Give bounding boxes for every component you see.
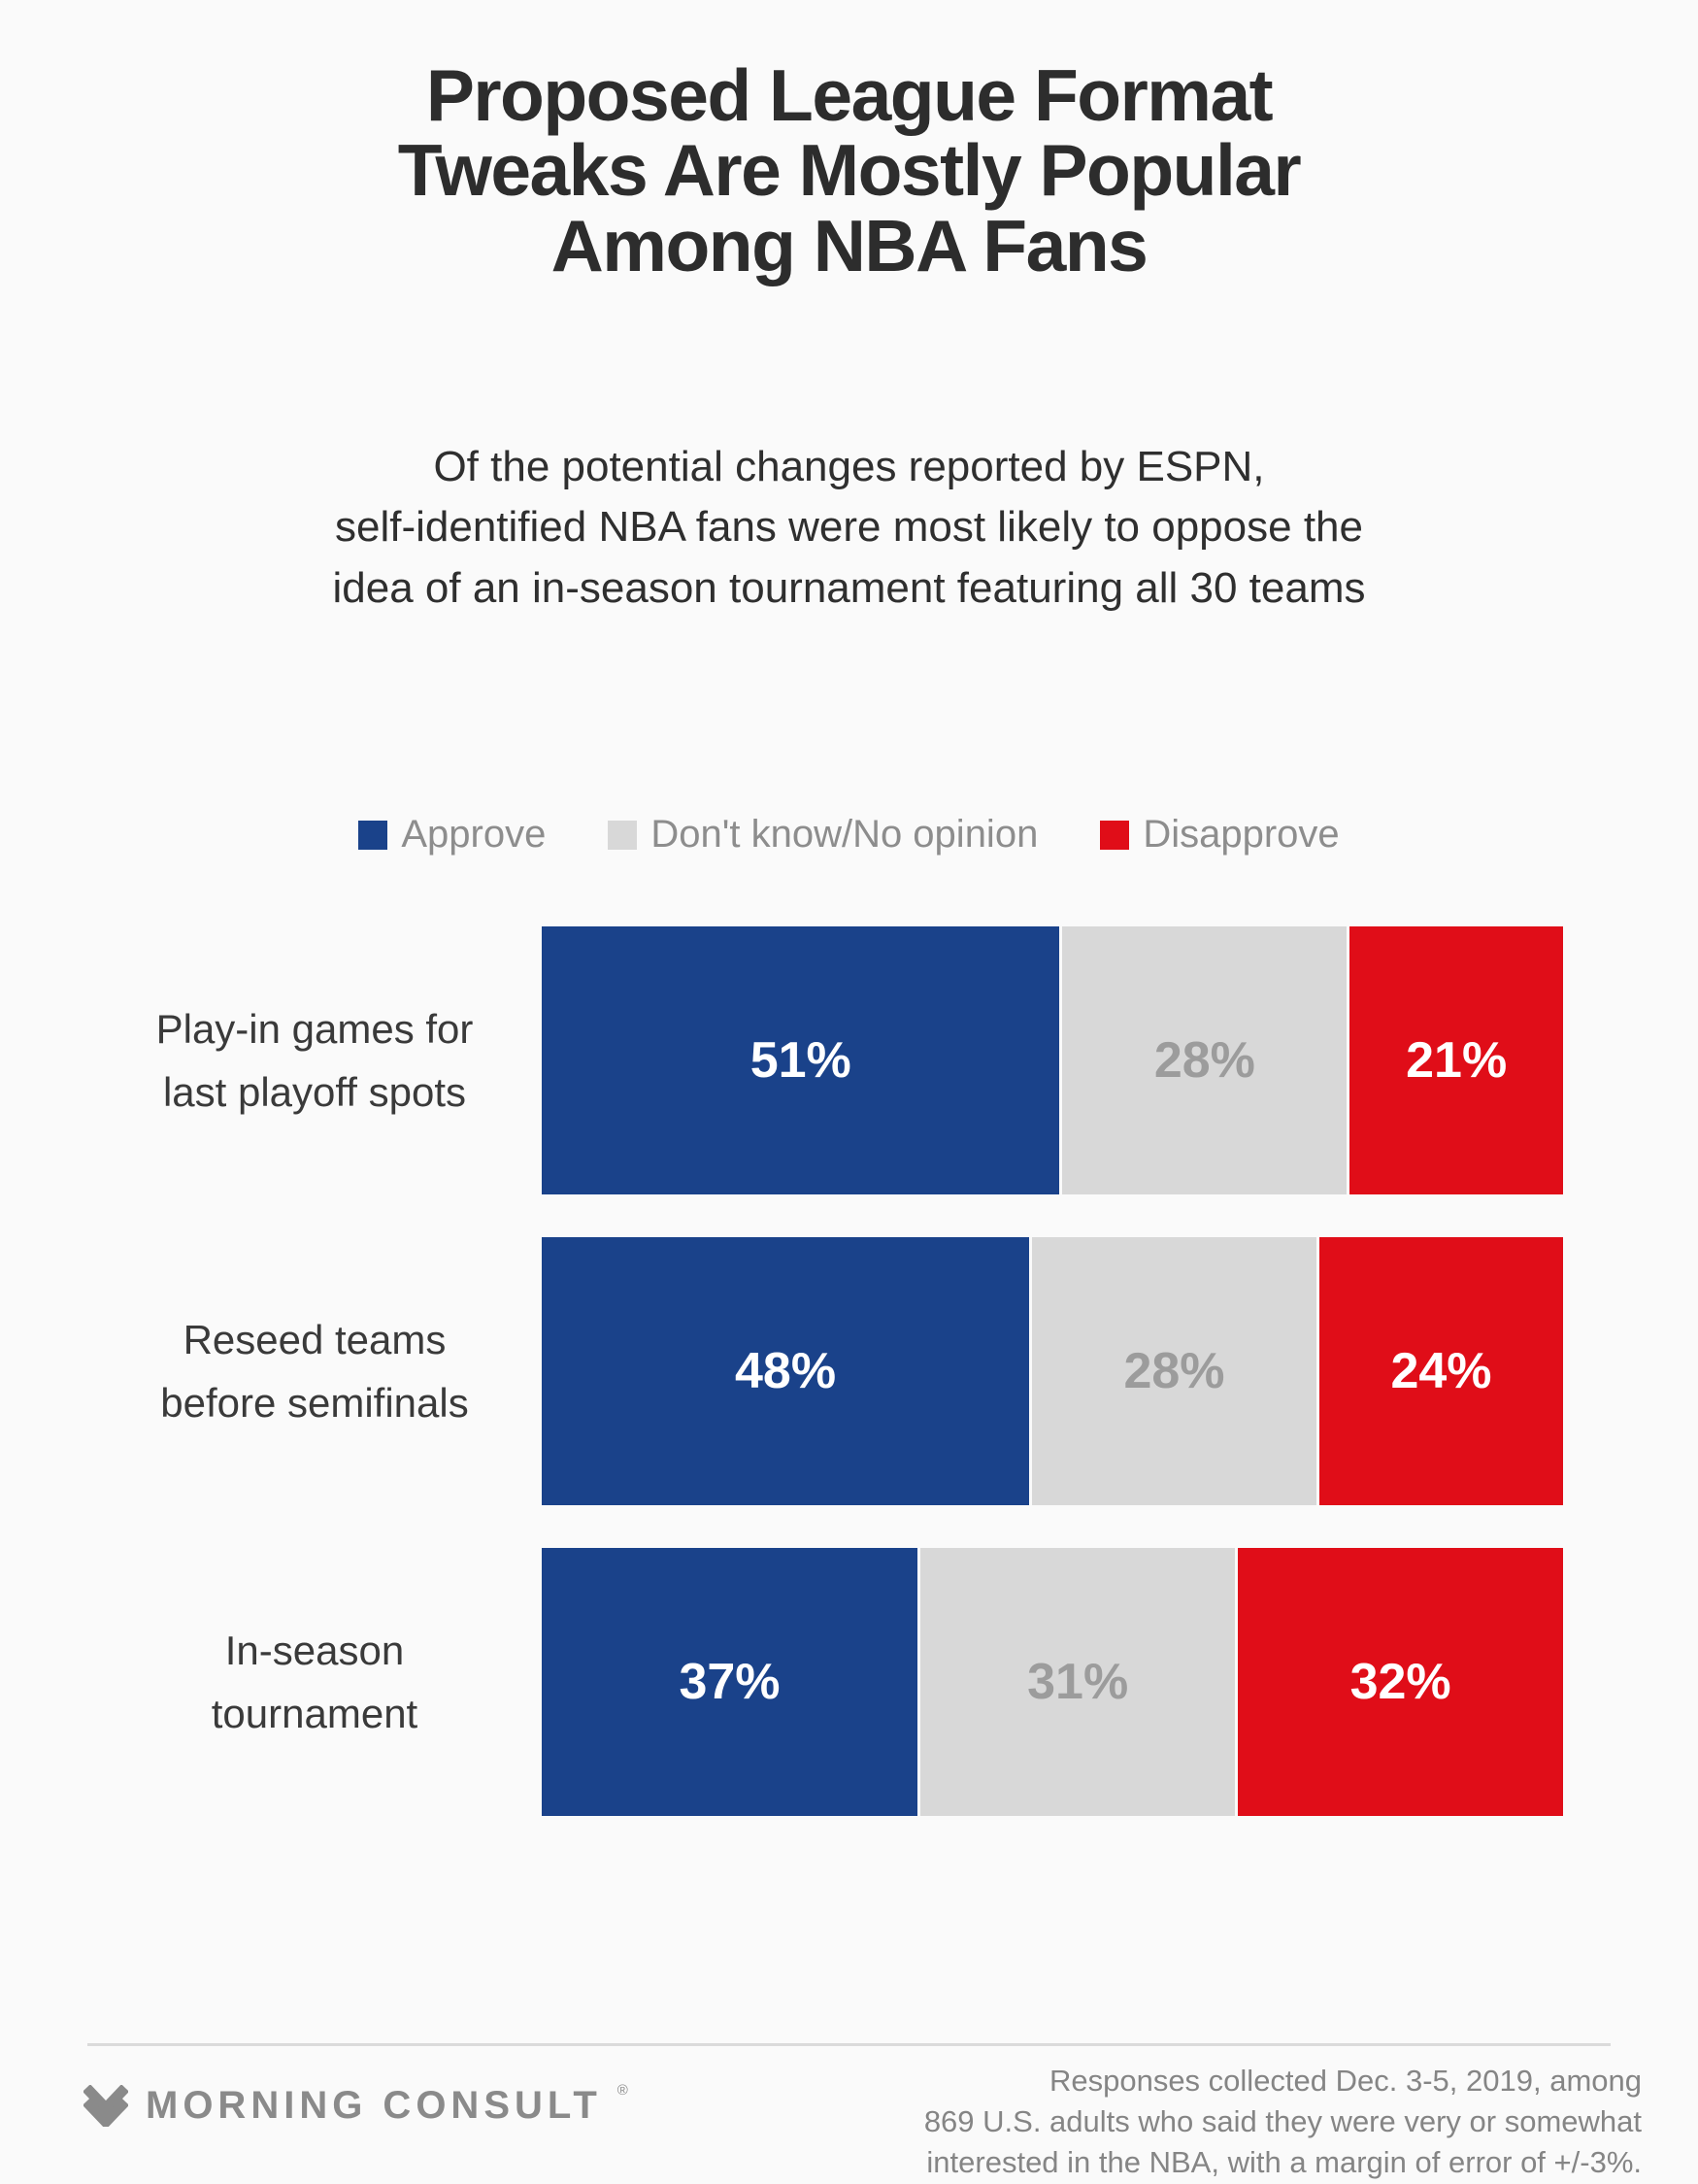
chart-row-in-season-tournament: In-season tournament 37% 31% 32% (87, 1548, 1563, 1817)
bar-segment-disapprove: 24% (1318, 1237, 1563, 1506)
chart-row-reseed-teams: Reseed teams before semifinals 48% 28% 2… (87, 1237, 1563, 1506)
source-note: Responses collected Dec. 3-5, 2019, amon… (923, 2064, 1642, 2180)
segment-value-label: 32% (1349, 1654, 1451, 1711)
approve-swatch-icon (358, 820, 388, 850)
category-label: In-season tournament (211, 1628, 418, 1737)
segment-value-label: 21% (1406, 1032, 1508, 1090)
segment-value-label: 24% (1390, 1343, 1492, 1400)
bar-segment-disapprove: 32% (1238, 1548, 1563, 1817)
stacked-bar: 51% 28% 21% (542, 926, 1563, 1195)
stacked-bar: 48% 28% 24% (542, 1237, 1563, 1506)
dont-know-swatch-icon (608, 820, 638, 850)
stacked-bar: 37% 31% 32% (542, 1548, 1563, 1817)
segment-value-label: 51% (749, 1032, 851, 1090)
bar-segment-dont-know: 28% (1062, 926, 1348, 1195)
morning-consult-mark-icon (83, 2085, 128, 2127)
segment-value-label: 28% (1153, 1032, 1255, 1090)
bar-segment-approve: 37% (542, 1548, 918, 1817)
segment-value-label: 48% (735, 1343, 837, 1400)
category-label: Reseed teams before semifinals (160, 1317, 469, 1427)
bar-segment-dont-know: 31% (920, 1548, 1236, 1817)
bar-segment-approve: 51% (542, 926, 1060, 1195)
legend-label: Don't know/No opinion (650, 813, 1039, 857)
legend-label: Disapprove (1143, 813, 1340, 857)
category-label: Play-in games for last playoff spots (155, 1006, 474, 1116)
chart-subtitle: Of the potential changes reported by ESP… (332, 442, 1366, 612)
segment-value-label: 31% (1027, 1654, 1129, 1711)
legend: Approve Don't know/No opinion Disapprove (0, 813, 1698, 857)
chart-row-play-in-games: Play-in games for last playoff spots 51%… (87, 926, 1563, 1195)
footer-divider (87, 2043, 1611, 2046)
segment-value-label: 28% (1123, 1343, 1225, 1400)
legend-item-approve: Approve (358, 813, 546, 857)
bar-segment-disapprove: 21% (1349, 926, 1563, 1195)
chart-title: Proposed League Format Tweaks Are Mostly… (397, 54, 1302, 286)
morning-consult-logo: MORNING CONSULT ® (83, 2082, 630, 2128)
legend-item-dont-know: Don't know/No opinion (608, 813, 1038, 857)
disapprove-swatch-icon (1100, 820, 1130, 850)
segment-value-label: 37% (679, 1654, 781, 1711)
legend-label: Approve (401, 813, 547, 857)
bar-segment-approve: 48% (542, 1237, 1030, 1506)
footer: MORNING CONSULT ® Responses collected De… (83, 2055, 1642, 2183)
bar-segment-dont-know: 28% (1032, 1237, 1316, 1506)
registered-trademark-icon: ® (616, 2082, 628, 2099)
legend-item-disapprove: Disapprove (1100, 813, 1340, 857)
stacked-bar-chart: Play-in games for last playoff spots 51%… (0, 926, 1698, 1817)
brand-wordmark: MORNING CONSULT (146, 2084, 602, 2127)
